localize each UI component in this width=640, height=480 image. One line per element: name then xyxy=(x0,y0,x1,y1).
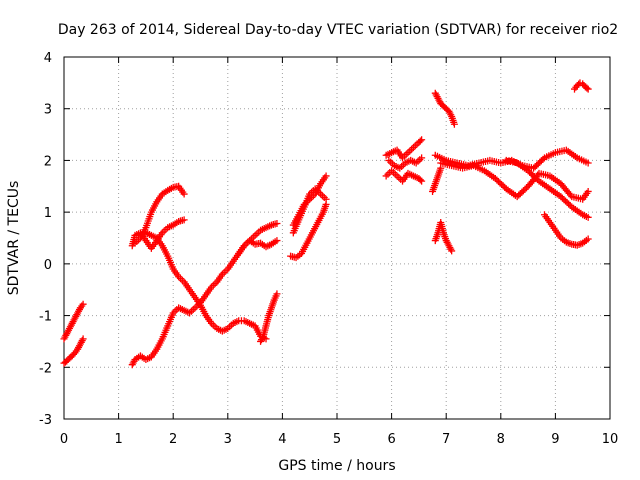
data-point xyxy=(79,335,87,343)
series-s1 xyxy=(60,300,87,343)
data-point xyxy=(416,176,424,184)
series-s11 xyxy=(289,185,330,237)
x-tick-label: 8 xyxy=(497,432,505,447)
data-point xyxy=(584,235,592,243)
data-point xyxy=(584,213,592,221)
series-s12 xyxy=(382,136,426,162)
x-tick-label: 9 xyxy=(551,432,559,447)
tick-layer xyxy=(63,56,611,420)
data-point xyxy=(584,85,592,93)
y-tick-label: 3 xyxy=(44,103,52,118)
x-tick-label: 2 xyxy=(169,432,177,447)
points-layer xyxy=(60,79,592,369)
chart-title: Day 263 of 2014, Sidereal Day-to-day VTE… xyxy=(58,22,618,38)
series-s14 xyxy=(385,154,426,172)
y-tick-label: 0 xyxy=(44,258,52,273)
data-point xyxy=(418,154,426,162)
series-s6 xyxy=(142,229,270,343)
data-point xyxy=(273,290,281,298)
data-point xyxy=(418,136,426,144)
data-point xyxy=(322,172,330,180)
x-tick-label: 4 xyxy=(278,432,286,447)
data-point xyxy=(273,220,281,228)
tick-label-layer: 0 1 2 3 4 5 6 7 8 9 10 -3 -2 -1 0 1 2 3 4 xyxy=(39,51,618,447)
data-point xyxy=(448,247,456,255)
x-tick-label: 3 xyxy=(224,432,232,447)
series-s22 xyxy=(571,79,592,93)
series-s3 xyxy=(128,216,188,252)
data-point xyxy=(273,237,281,245)
series-s2 xyxy=(60,335,87,367)
data-point xyxy=(79,300,87,308)
series-s17 xyxy=(429,164,445,195)
data-point xyxy=(584,159,592,167)
series-s16 xyxy=(431,218,456,255)
y-tick-label: -2 xyxy=(39,361,52,376)
data-point xyxy=(583,84,591,92)
x-tick-label: 0 xyxy=(60,432,68,447)
series-s8 xyxy=(257,290,281,345)
y-tick-label: 4 xyxy=(44,51,52,66)
data-point xyxy=(416,137,424,145)
data-point xyxy=(450,120,458,128)
data-point xyxy=(418,177,426,185)
data-point xyxy=(539,155,547,163)
series-s15 xyxy=(431,89,458,128)
y-tick-label: 2 xyxy=(44,154,52,169)
x-tick-label: 6 xyxy=(387,432,395,447)
x-axis-label: GPS time / hours xyxy=(278,458,395,474)
x-tick-label: 5 xyxy=(333,432,341,447)
y-tick-label: -1 xyxy=(39,310,52,325)
data-point xyxy=(180,190,188,198)
series-s7 xyxy=(235,237,281,258)
series-s19 xyxy=(437,159,592,203)
series-s5 xyxy=(128,220,281,369)
data-point xyxy=(322,195,330,203)
x-tick-label: 7 xyxy=(442,432,450,447)
data-point xyxy=(584,187,592,195)
y-axis-label: SDTVAR / TECUs xyxy=(6,181,22,296)
y-tick-label: -3 xyxy=(39,413,52,428)
x-tick-label: 1 xyxy=(114,432,122,447)
series-s4 xyxy=(131,182,188,247)
series-s13 xyxy=(382,167,426,185)
series-s21 xyxy=(540,211,592,249)
x-tick-label: 10 xyxy=(602,432,619,447)
series-s10 xyxy=(287,200,330,262)
series-s20 xyxy=(502,156,592,221)
y-tick-label: 1 xyxy=(44,206,52,221)
data-point xyxy=(566,191,574,199)
data-point xyxy=(180,216,188,224)
